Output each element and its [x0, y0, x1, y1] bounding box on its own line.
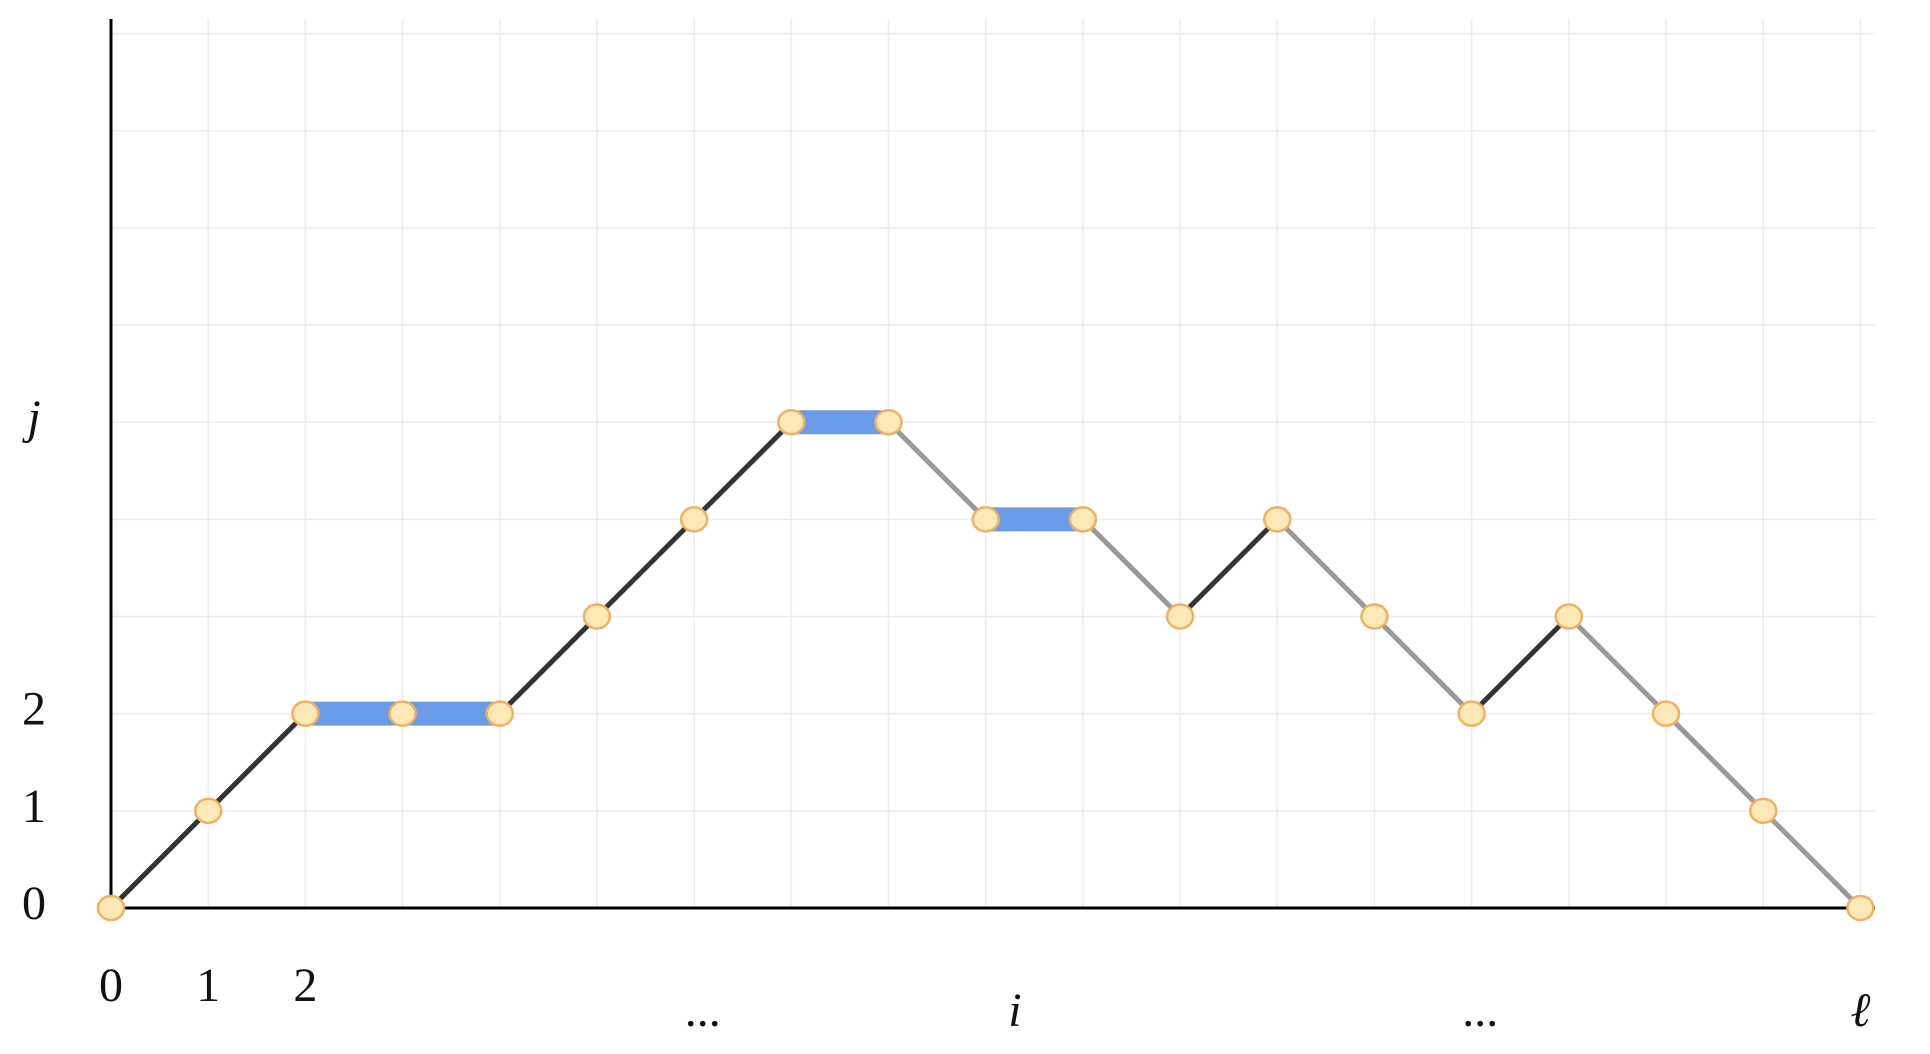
up-step [1469, 614, 1571, 716]
down-step [1567, 614, 1668, 716]
x-tick-label: ℓ [1850, 984, 1870, 1037]
point [1846, 894, 1875, 922]
point [96, 894, 126, 922]
down-step [1081, 517, 1182, 619]
point [1748, 797, 1778, 825]
up-step [497, 614, 599, 716]
point [582, 603, 612, 630]
down-step [1372, 614, 1474, 716]
y-tick-label: 2 [22, 683, 46, 736]
point [485, 700, 515, 727]
x-tick-label: 0 [99, 959, 123, 1012]
point [1457, 700, 1486, 727]
y-tick-label: 0 [22, 877, 46, 930]
down-step [1275, 517, 1377, 619]
up-step [692, 420, 794, 522]
point [1651, 700, 1681, 727]
point [1165, 603, 1195, 630]
point [1263, 506, 1292, 533]
point [679, 506, 709, 533]
point [777, 408, 806, 436]
x-tick-label: i [1008, 984, 1021, 1037]
point [1360, 603, 1389, 630]
x-tick-label: 2 [293, 959, 317, 1012]
down-step [886, 420, 988, 522]
point [388, 700, 417, 727]
point [1068, 506, 1098, 533]
down-step [1664, 711, 1765, 813]
down-step [1761, 809, 1863, 910]
point [971, 506, 1000, 533]
up-step [595, 517, 696, 619]
point [291, 700, 320, 727]
y-tick-label: j [21, 391, 40, 444]
point [874, 408, 903, 436]
up-step [1178, 517, 1280, 619]
up-step [206, 711, 308, 813]
x-tick-label: ... [686, 984, 722, 1037]
up-step [109, 809, 210, 910]
point [193, 797, 223, 825]
y-tick-label: 1 [22, 780, 46, 833]
x-tick-label: ... [1463, 984, 1499, 1037]
point [1554, 603, 1584, 630]
x-tick-label: 1 [196, 959, 220, 1012]
